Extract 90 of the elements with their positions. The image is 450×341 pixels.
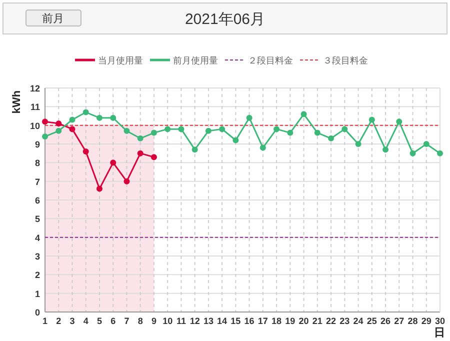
x-tick-label: 4 [83, 316, 88, 326]
y-tick-label: 6 [34, 196, 40, 206]
point [82, 148, 89, 154]
x-tick-label: 23 [340, 316, 350, 326]
x-tick-label: 17 [258, 316, 268, 326]
point [396, 118, 402, 125]
x-tick-label: 16 [244, 316, 254, 326]
point [164, 126, 171, 132]
y-tick-label: 12 [30, 84, 40, 94]
point [368, 116, 375, 123]
point [137, 135, 144, 142]
point [410, 150, 416, 156]
point [150, 154, 157, 160]
x-tick-label: 21 [312, 316, 322, 326]
point [150, 130, 157, 136]
y-tick-label: 1 [34, 288, 40, 299]
x-tick-label: 6 [110, 316, 116, 326]
point [274, 126, 280, 132]
point [82, 109, 89, 116]
point [260, 144, 266, 151]
point [437, 150, 443, 156]
y-tick-label: 0 [34, 308, 40, 318]
x-tick-label: 8 [138, 316, 143, 326]
point [96, 186, 102, 192]
legend-label: ２段目料金 [248, 56, 293, 66]
x-tick-label: 25 [366, 316, 377, 326]
point [355, 141, 362, 147]
y-tick-label: 11 [30, 102, 40, 112]
x-tick-label: 9 [151, 316, 156, 326]
point [328, 135, 334, 142]
legend-label: 当月使用量 [98, 56, 143, 66]
x-tick-label: 19 [285, 316, 296, 326]
point [42, 118, 48, 125]
text: 前月 [42, 13, 64, 25]
point [382, 146, 389, 153]
point [192, 146, 198, 153]
x-tick-label: 14 [217, 316, 228, 326]
point [42, 134, 48, 140]
legend-label: ３段目料金 [323, 56, 368, 66]
x-tick-label: 29 [421, 316, 432, 326]
x-tick-label: 7 [124, 316, 130, 326]
point [137, 150, 144, 156]
point [342, 126, 348, 132]
point [205, 128, 212, 134]
x-tick-label: 2 [56, 316, 62, 326]
point [110, 160, 116, 166]
point [124, 178, 130, 184]
y-tick-label: 8 [34, 158, 40, 168]
x-tick-label: 10 [162, 316, 173, 326]
point [219, 126, 226, 132]
point [287, 130, 294, 136]
chart-title: 2021年06月 [184, 11, 266, 28]
legend-label: 前月使用量 [173, 56, 218, 66]
x-tick-label: 1 [42, 316, 48, 326]
x-tick-label: 22 [326, 316, 336, 326]
point [69, 126, 76, 132]
x-tick-label: 11 [176, 316, 186, 326]
x-tick-label: 24 [353, 316, 364, 326]
point [246, 114, 252, 121]
point [232, 137, 239, 144]
point [178, 126, 184, 132]
point [300, 111, 307, 118]
y-tick-label: 7 [34, 176, 40, 187]
x-tick-label: 30 [434, 316, 446, 326]
x-tick-label: 26 [380, 316, 391, 326]
x-tick-label: 15 [230, 316, 241, 326]
y-tick-label: 4 [34, 232, 40, 243]
y-tick-label: 5 [34, 214, 40, 224]
x-axis-title: 日 [434, 327, 445, 339]
point [314, 130, 320, 136]
x-tick-label: 13 [203, 316, 214, 326]
y-tick-label: 3 [34, 252, 40, 262]
x-tick-label: 28 [408, 316, 418, 326]
y-tick-label: 2 [34, 270, 40, 280]
point [56, 128, 62, 134]
point [124, 128, 130, 134]
y-tick-label: 9 [34, 140, 40, 150]
x-tick-label: 27 [394, 316, 404, 326]
x-tick-label: 20 [298, 316, 309, 326]
point [110, 114, 116, 121]
x-tick-label: 3 [70, 316, 75, 326]
y-axis-title: kWh [11, 90, 23, 114]
x-tick-label: 18 [272, 316, 282, 326]
point [423, 141, 430, 147]
y-tick-label: 10 [30, 120, 40, 131]
x-tick-label: 12 [190, 316, 200, 326]
point [69, 116, 76, 123]
point [56, 120, 62, 126]
x-tick-label: 5 [96, 316, 102, 326]
point [96, 114, 102, 121]
